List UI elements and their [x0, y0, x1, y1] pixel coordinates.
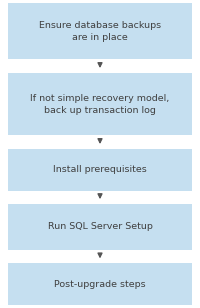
Text: Install prerequisites: Install prerequisites	[53, 165, 147, 174]
Text: Post-upgrade steps: Post-upgrade steps	[54, 280, 146, 289]
FancyBboxPatch shape	[8, 73, 192, 136]
FancyBboxPatch shape	[8, 3, 192, 59]
FancyBboxPatch shape	[8, 263, 192, 305]
FancyBboxPatch shape	[8, 204, 192, 250]
Text: Ensure database backups
are in place: Ensure database backups are in place	[39, 21, 161, 42]
Text: Run SQL Server Setup: Run SQL Server Setup	[48, 222, 152, 231]
Text: If not simple recovery model,
back up transaction log: If not simple recovery model, back up tr…	[30, 94, 170, 115]
FancyBboxPatch shape	[8, 149, 192, 191]
